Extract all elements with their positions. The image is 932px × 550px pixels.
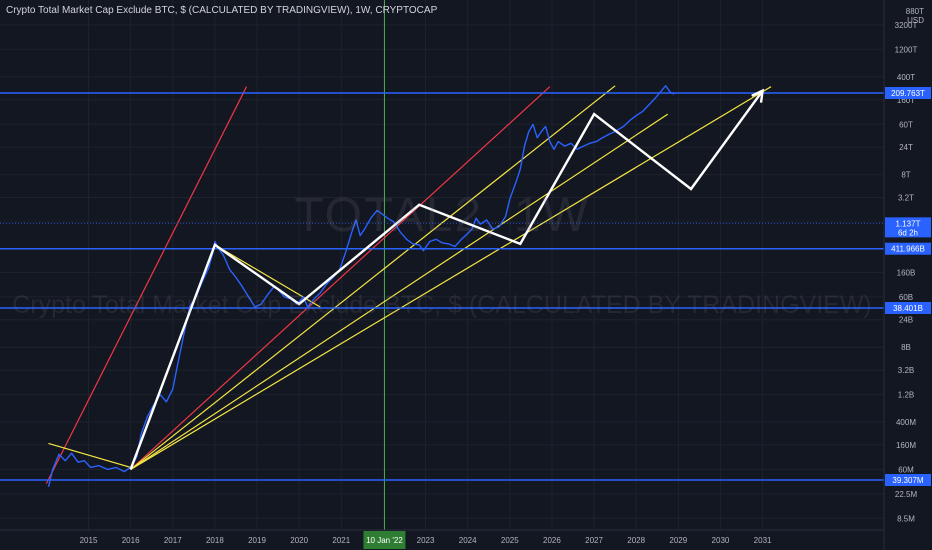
x-tick-label: 2020 <box>290 536 308 545</box>
axis-currency-label: USD <box>907 16 924 25</box>
level-label-bg <box>885 87 931 99</box>
y-tick-label: 8T <box>901 171 910 180</box>
x-tick-label: 2015 <box>80 536 98 545</box>
x-tick-label: 2027 <box>585 536 603 545</box>
level-label-bg <box>885 217 931 238</box>
chart-header-title[interactable]: Crypto Total Market Cap Exclude BTC, $ (… <box>6 5 438 16</box>
y-tick-label: 60T <box>899 120 913 129</box>
y-tick-label: 1.2B <box>898 391 914 400</box>
level-label-text: 39.307M <box>892 476 923 485</box>
y-tick-label: 3.2B <box>898 366 914 375</box>
axis-currency-top: 880T <box>905 7 924 16</box>
y-tick-label: 22.5M <box>895 490 918 499</box>
yellow-trendline <box>214 244 321 308</box>
y-tick-label: 3200T <box>895 21 918 30</box>
yellow-trendline <box>130 86 772 470</box>
x-tick-label: 2029 <box>669 536 687 545</box>
x-tick-label: 2017 <box>164 536 182 545</box>
level-label-bg <box>885 474 931 486</box>
level-label-countdown: 6d 2h <box>898 228 918 237</box>
x-tick-label: 2026 <box>543 536 561 545</box>
yellow-trendlines <box>48 85 772 470</box>
level-label-bg <box>885 242 931 255</box>
grid-horizontal <box>0 24 884 519</box>
x-tick-label: 2030 <box>712 536 730 545</box>
vertical-marker-label-bg <box>363 531 406 549</box>
y-tick-label: 24T <box>899 143 913 152</box>
yellow-trendline <box>130 113 669 470</box>
level-label-bg <box>885 302 931 315</box>
x-tick-label: 2018 <box>206 536 224 545</box>
time-axis-ticks: 2015 2016 2017 2018 2019 2020 2021 2023 2024 2025… <box>80 536 772 545</box>
projection-arrowhead <box>751 88 765 103</box>
vertical-marker-label-text: 10 Jan '22 <box>366 536 403 545</box>
vertical-marker-date-label: 10 Jan '22 <box>363 531 406 549</box>
x-tick-label: 2019 <box>248 536 266 545</box>
white-projection-path <box>129 88 765 470</box>
x-tick-label: 2021 <box>332 536 350 545</box>
level-label-text: 209.763T <box>891 89 925 98</box>
y-tick-label: 160M <box>896 441 916 450</box>
level-label-text: 38.401B <box>893 304 923 313</box>
y-tick-label: 1200T <box>895 45 918 54</box>
axis-currency: 880T USD <box>906 7 924 25</box>
x-tick-label: 2028 <box>627 536 645 545</box>
y-tick-label: 160B <box>897 268 916 277</box>
x-tick-label: 2016 <box>122 536 140 545</box>
projection-path <box>129 89 764 470</box>
level-label-text: 1.137T <box>896 219 921 228</box>
level-label-text: 411.966B <box>891 245 925 254</box>
x-tick-label: 2031 <box>754 536 772 545</box>
x-tick-label: 2023 <box>417 536 435 545</box>
y-tick-label: 8.5M <box>897 514 915 523</box>
red-trendlines <box>45 86 551 484</box>
y-tick-label: 400M <box>896 418 916 427</box>
red-trendline <box>130 86 551 470</box>
x-tick-label: 2024 <box>459 536 477 545</box>
y-tick-label: 400T <box>897 73 915 82</box>
y-tick-label: 24B <box>899 316 913 325</box>
watermark-description: Crypto Total Market Cap Exclude BTC, $ (… <box>12 291 872 319</box>
y-tick-label: 60B <box>899 293 913 302</box>
y-tick-label: 8B <box>901 343 911 352</box>
watermark-symbol: TOTAL2, 1W <box>294 189 590 242</box>
red-trendline <box>45 86 248 484</box>
yellow-trendline <box>48 442 131 469</box>
horizontal-levels <box>0 92 884 481</box>
y-tick-label: 3.2T <box>898 194 914 203</box>
y-tick-label: 160T <box>897 96 915 105</box>
x-tick-label: 2025 <box>501 536 519 545</box>
grid-vertical <box>88 0 764 530</box>
y-tick-label: 60M <box>898 465 914 474</box>
price-series-line <box>47 85 675 487</box>
price-axis-ticks: 3200T1200T400T160T60T24T8T3.2T1.2T160B60… <box>895 21 918 523</box>
yellow-trendline <box>130 85 616 470</box>
